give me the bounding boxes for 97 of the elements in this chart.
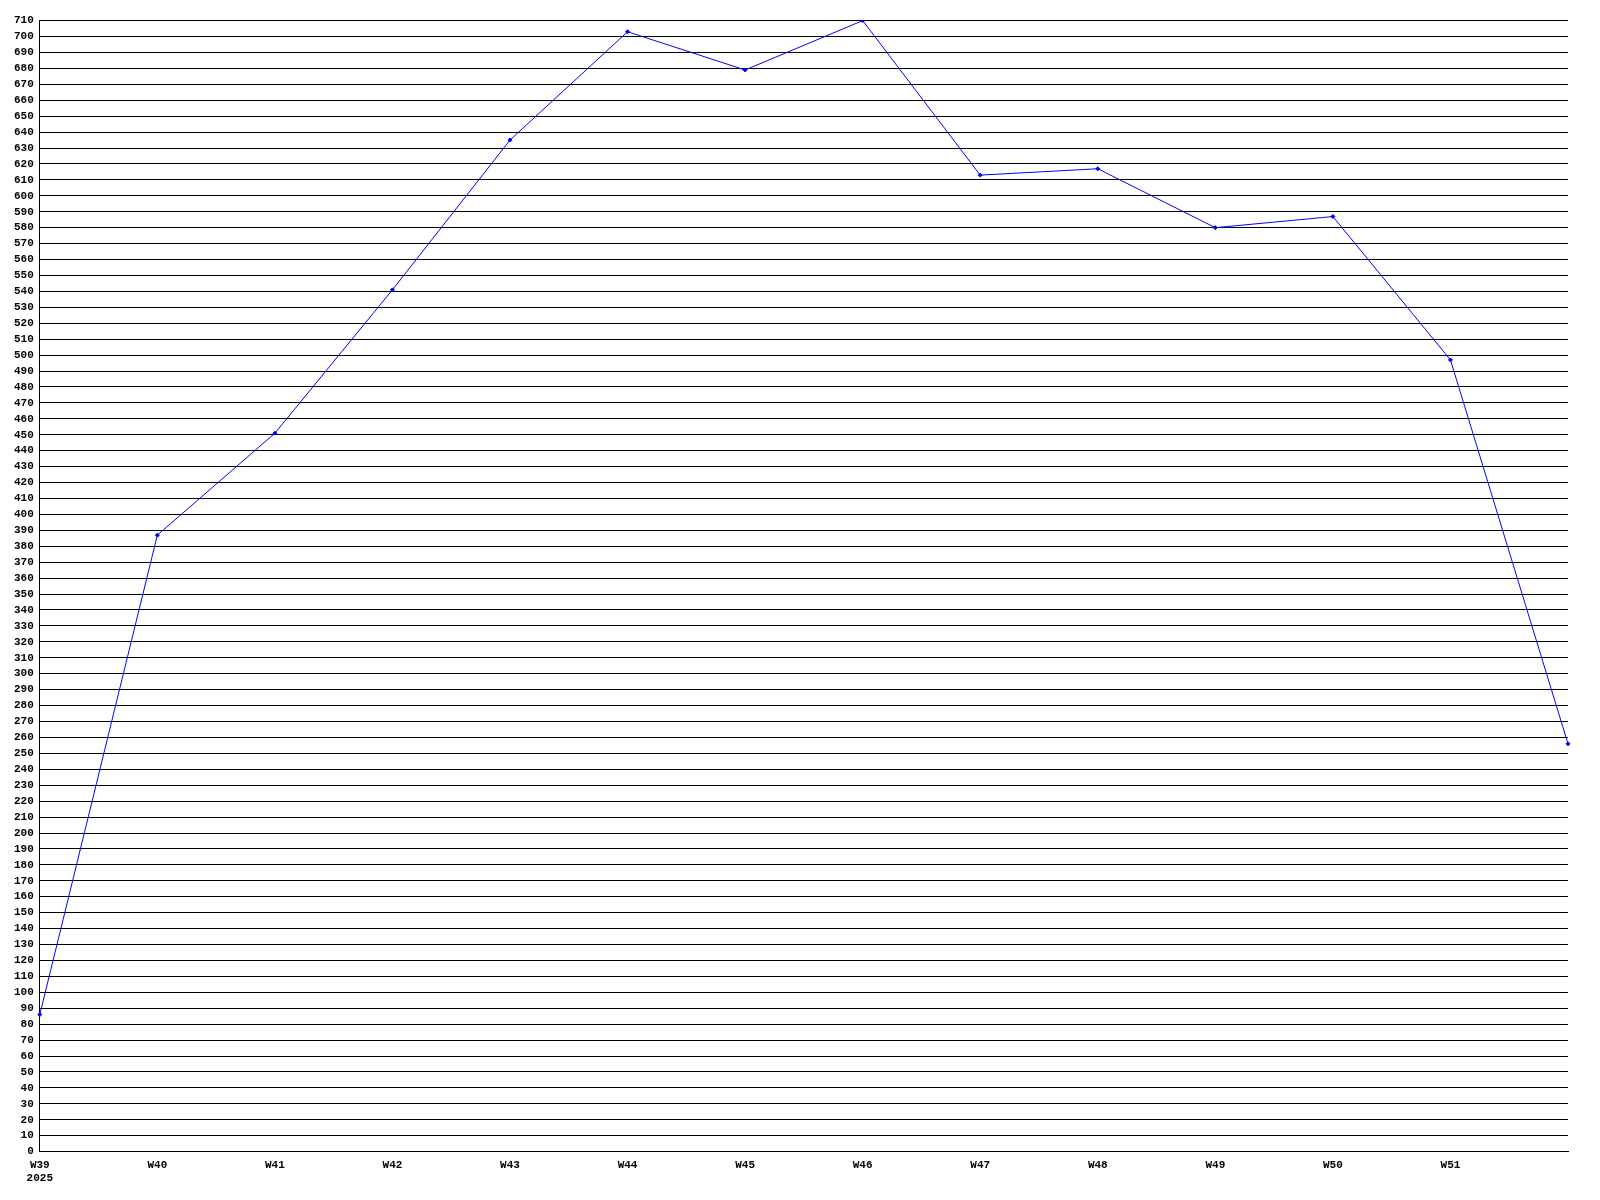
- y-tick-label: 390: [13, 524, 34, 537]
- y-tick-label: 510: [13, 332, 34, 345]
- point: [977, 172, 983, 178]
- y-tick-label: 580: [13, 221, 34, 234]
- y-tick-label: 110: [13, 970, 34, 983]
- y-tick-label: 180: [13, 858, 34, 871]
- y-tick-label: 460: [13, 412, 34, 425]
- y-tick-label: 120: [13, 954, 34, 967]
- point: [1447, 357, 1453, 363]
- x-tick-label: W49: [1205, 1158, 1226, 1171]
- point: [154, 532, 160, 538]
- y-tick-label: 340: [13, 603, 34, 616]
- y-tick-label: 420: [13, 476, 34, 489]
- y-tick-label: 240: [13, 763, 34, 776]
- y-tick-label: 530: [13, 301, 34, 314]
- y-tick-label: 480: [13, 380, 34, 393]
- point: [37, 1012, 43, 1018]
- y-tick-label: 320: [13, 635, 34, 648]
- x-tick-label: W51: [1440, 1158, 1461, 1171]
- y-tick-label: 20: [20, 1113, 34, 1126]
- y-tick-label: 430: [13, 460, 34, 473]
- point: [389, 287, 395, 293]
- y-tick-label: 360: [13, 571, 34, 584]
- y-tick-label: 250: [13, 747, 34, 760]
- y-tick-label: 400: [13, 508, 34, 521]
- y-tick-label: 130: [13, 938, 34, 951]
- y-tick-label: 500: [13, 348, 34, 361]
- x-tick-label: W48: [1087, 1158, 1109, 1171]
- y-tick-label: 610: [13, 173, 34, 186]
- x-tick-label: W47: [970, 1158, 991, 1171]
- y-tick-label: 440: [13, 444, 34, 457]
- y-tick-label: 380: [13, 540, 34, 553]
- y-tick-label: 650: [13, 109, 34, 122]
- y-tick-label: 570: [13, 237, 34, 250]
- y-tick-label: 220: [13, 794, 34, 807]
- y-tick-label: 310: [13, 651, 34, 664]
- y-tick-label: 200: [13, 826, 34, 839]
- y-tick-label: 190: [13, 842, 34, 855]
- x-tick-label: W41: [265, 1158, 286, 1171]
- point: [272, 430, 278, 436]
- y-tick-label: 710: [13, 14, 34, 27]
- y-tick-label: 660: [13, 94, 34, 107]
- point: [1565, 741, 1571, 747]
- y-tick-label: 60: [20, 1049, 34, 1062]
- y-tick-label: 560: [13, 253, 34, 266]
- y-tick-label: 470: [13, 396, 34, 409]
- y-tick-label: 620: [13, 157, 34, 170]
- y-tick-label: 600: [13, 189, 34, 202]
- y-tick-label: 80: [20, 1017, 34, 1030]
- y-tick-label: 290: [13, 683, 34, 696]
- y-tick-label: 270: [13, 715, 34, 728]
- y-tick-label: 690: [13, 46, 34, 59]
- y-tick-label: 490: [13, 364, 34, 377]
- y-tick-label: 100: [13, 986, 34, 999]
- y-tick-label: 680: [13, 62, 34, 75]
- x-tick-label: W46: [852, 1158, 873, 1171]
- y-tick-label: 640: [13, 125, 34, 138]
- point: [742, 67, 748, 73]
- x-tick-label: W39 2025: [26, 1158, 54, 1185]
- y-tick-label: 30: [20, 1097, 34, 1110]
- y-tick-label: 540: [13, 285, 34, 298]
- x-tick-label: W50: [1322, 1158, 1343, 1171]
- y-tick-label: 170: [13, 874, 34, 887]
- y-tick-label: 520: [13, 317, 34, 330]
- y-tick-label: 300: [13, 667, 34, 680]
- y-tick-label: 550: [13, 269, 34, 282]
- x-tick-label: W44: [617, 1158, 638, 1171]
- y-tick-label: 40: [20, 1081, 34, 1094]
- x-tick-label: W40: [147, 1158, 168, 1171]
- x-tick-label: W42: [382, 1158, 403, 1171]
- y-tick-label: 10: [20, 1129, 34, 1142]
- y-tick-label: 700: [13, 30, 34, 43]
- point: [1212, 225, 1218, 231]
- y-tick-label: 150: [13, 906, 34, 919]
- y-tick-label: 160: [13, 890, 34, 903]
- point: [1330, 214, 1336, 220]
- y-tick-label: 350: [13, 587, 34, 600]
- y-tick-label: 630: [13, 141, 34, 154]
- y-tick-label: 280: [13, 699, 34, 712]
- y-tick-label: 0: [27, 1145, 34, 1158]
- y-tick-label: 450: [13, 428, 34, 441]
- y-tick-label: 590: [13, 205, 34, 218]
- y-tick-label: 90: [20, 1002, 34, 1014]
- y-tick-label: 70: [20, 1033, 34, 1046]
- point: [1095, 166, 1101, 172]
- y-tick-label: 370: [13, 555, 34, 568]
- y-tick-label: 230: [13, 778, 34, 791]
- y-tick-label: 670: [13, 78, 34, 91]
- y-tick-label: 410: [13, 492, 34, 505]
- y-tick-label: 330: [13, 619, 34, 632]
- y-tick-label: 260: [13, 731, 34, 744]
- y-tick-label: 50: [20, 1065, 34, 1078]
- y-tick-label: 210: [13, 810, 34, 823]
- x-tick-label: W45: [735, 1158, 756, 1171]
- y-tick-label: 140: [13, 922, 34, 935]
- x-tick-label: W43: [500, 1158, 521, 1171]
- point: [625, 29, 631, 35]
